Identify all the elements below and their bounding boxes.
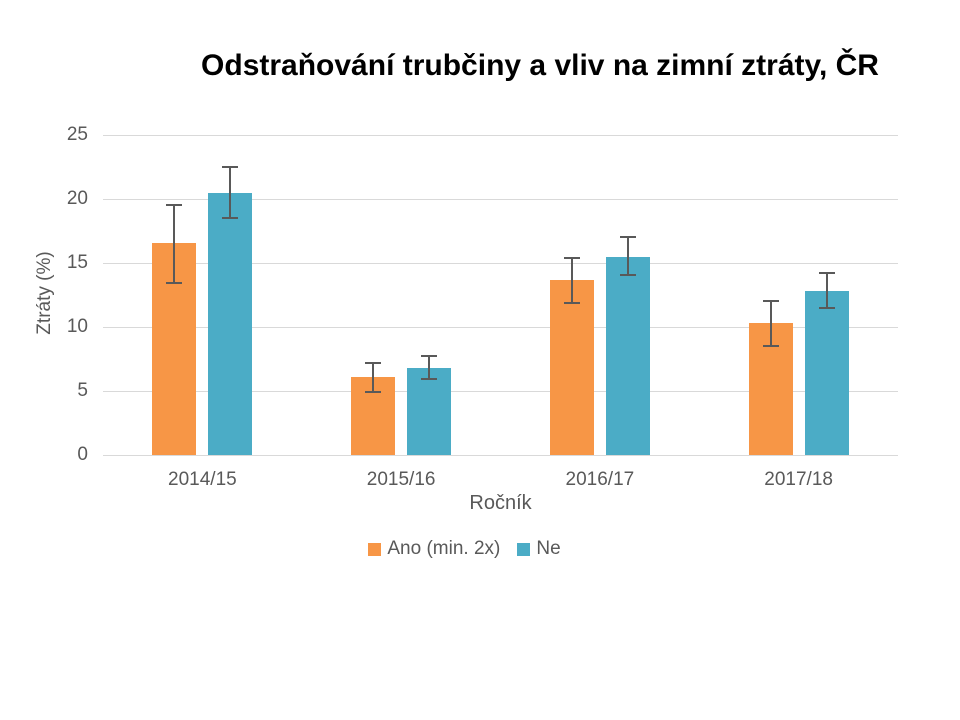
error-bar-cap bbox=[166, 282, 183, 285]
error-bar-cap bbox=[762, 345, 779, 348]
error-bar-cap bbox=[365, 361, 382, 364]
error-bar-cap bbox=[166, 204, 183, 207]
gridline bbox=[103, 198, 898, 200]
gridline bbox=[103, 454, 898, 456]
error-bar bbox=[173, 205, 176, 284]
error-bar bbox=[570, 257, 573, 303]
bar-ne bbox=[407, 367, 452, 455]
chart-title: Odstraňování trubčiny a vliv na zimní zt… bbox=[201, 49, 879, 82]
error-bar-cap bbox=[563, 301, 580, 304]
error-bar bbox=[769, 301, 772, 347]
bar-ne bbox=[208, 192, 253, 455]
x-axis-label: Ročník bbox=[469, 492, 532, 514]
error-bar bbox=[229, 167, 232, 219]
bar-ne bbox=[605, 256, 650, 455]
x-tick-label: 2016/17 bbox=[565, 469, 635, 490]
y-tick-label: 25 bbox=[66, 124, 88, 145]
error-bar-cap bbox=[222, 166, 239, 168]
legend-label: Ne bbox=[536, 538, 561, 559]
legend: Ano (min. 2x) Ne bbox=[67, 538, 862, 560]
gridline bbox=[103, 390, 898, 392]
error-bar-cap bbox=[421, 378, 438, 381]
legend-item: Ano (min. 2x) bbox=[368, 538, 500, 560]
legend-swatch-ano-min-2x- bbox=[368, 542, 382, 556]
x-tick-label: 2017/18 bbox=[764, 469, 833, 490]
gridline bbox=[103, 326, 898, 328]
gridline bbox=[103, 134, 898, 136]
gridline bbox=[103, 262, 898, 264]
error-bar bbox=[372, 362, 375, 393]
bar-ano-min-2x- bbox=[549, 279, 594, 455]
error-bar bbox=[825, 273, 828, 308]
error-bar-cap bbox=[762, 300, 779, 303]
error-bar-cap bbox=[619, 273, 636, 276]
x-tick-label: 2015/16 bbox=[366, 469, 436, 490]
legend-swatch-ne bbox=[517, 542, 531, 556]
y-tick-label: 10 bbox=[66, 316, 88, 337]
error-bar bbox=[428, 356, 431, 380]
legend-item: Ne bbox=[517, 538, 561, 560]
error-bar-cap bbox=[365, 391, 382, 394]
legend-label: Ano (min. 2x) bbox=[387, 538, 501, 559]
error-bar-cap bbox=[421, 355, 438, 358]
y-tick-label: 20 bbox=[66, 188, 88, 209]
error-bar-cap bbox=[818, 306, 835, 309]
bar-ne bbox=[804, 291, 849, 455]
plot-area bbox=[103, 134, 898, 456]
error-bar-cap bbox=[818, 272, 835, 275]
error-bar-cap bbox=[619, 236, 636, 239]
error-bar-cap bbox=[563, 256, 580, 259]
x-tick-label: 2014/15 bbox=[168, 469, 237, 490]
y-tick-label: 0 bbox=[77, 444, 88, 465]
error-bar-cap bbox=[222, 217, 239, 220]
y-tick-label: 15 bbox=[66, 252, 88, 273]
error-bar bbox=[626, 237, 629, 275]
y-tick-label: 5 bbox=[77, 380, 88, 401]
